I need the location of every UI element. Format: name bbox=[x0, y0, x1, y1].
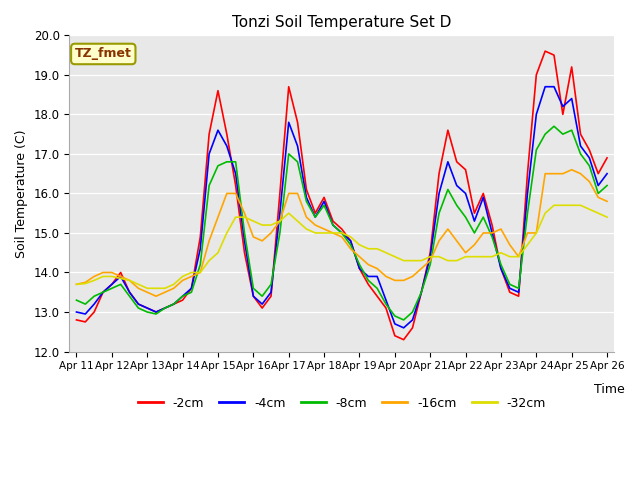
-2cm bbox=[550, 52, 558, 58]
Y-axis label: Soil Temperature (C): Soil Temperature (C) bbox=[15, 129, 28, 258]
-4cm bbox=[400, 325, 408, 331]
-8cm bbox=[604, 183, 611, 189]
-8cm bbox=[400, 317, 408, 323]
-8cm bbox=[391, 313, 399, 319]
X-axis label: Time: Time bbox=[595, 383, 625, 396]
-32cm bbox=[541, 210, 549, 216]
-16cm bbox=[72, 281, 80, 287]
Line: -32cm: -32cm bbox=[76, 205, 607, 288]
-32cm bbox=[550, 203, 558, 208]
Title: Tonzi Soil Temperature Set D: Tonzi Soil Temperature Set D bbox=[232, 15, 451, 30]
-4cm bbox=[604, 171, 611, 177]
Text: TZ_fmet: TZ_fmet bbox=[75, 48, 132, 60]
-32cm bbox=[267, 222, 275, 228]
-8cm bbox=[179, 293, 186, 299]
-32cm bbox=[400, 258, 408, 264]
-4cm bbox=[196, 246, 204, 252]
Line: -2cm: -2cm bbox=[76, 51, 607, 340]
-2cm bbox=[400, 337, 408, 343]
-2cm bbox=[179, 297, 186, 303]
-16cm bbox=[364, 262, 372, 267]
-2cm bbox=[259, 305, 266, 311]
-16cm bbox=[188, 274, 195, 279]
-16cm bbox=[541, 171, 549, 177]
Line: -4cm: -4cm bbox=[76, 87, 607, 328]
-8cm bbox=[259, 293, 266, 299]
-2cm bbox=[72, 317, 80, 323]
-4cm bbox=[72, 309, 80, 315]
-8cm bbox=[196, 262, 204, 267]
-32cm bbox=[205, 258, 213, 264]
-2cm bbox=[356, 265, 364, 271]
-4cm bbox=[179, 293, 186, 299]
-2cm bbox=[391, 333, 399, 338]
-4cm bbox=[391, 321, 399, 327]
Line: -16cm: -16cm bbox=[76, 170, 607, 296]
-8cm bbox=[550, 123, 558, 129]
-32cm bbox=[143, 286, 151, 291]
-2cm bbox=[541, 48, 549, 54]
-4cm bbox=[550, 84, 558, 90]
-4cm bbox=[356, 265, 364, 271]
-32cm bbox=[604, 214, 611, 220]
Legend: -2cm, -4cm, -8cm, -16cm, -32cm: -2cm, -4cm, -8cm, -16cm, -32cm bbox=[132, 392, 551, 415]
-4cm bbox=[259, 301, 266, 307]
-2cm bbox=[196, 234, 204, 240]
-16cm bbox=[267, 230, 275, 236]
-32cm bbox=[188, 270, 195, 276]
-8cm bbox=[72, 297, 80, 303]
-16cm bbox=[205, 238, 213, 244]
-16cm bbox=[400, 277, 408, 283]
-16cm bbox=[152, 293, 160, 299]
-8cm bbox=[356, 262, 364, 267]
-16cm bbox=[568, 167, 575, 173]
Line: -8cm: -8cm bbox=[76, 126, 607, 320]
-8cm bbox=[541, 131, 549, 137]
-16cm bbox=[604, 198, 611, 204]
-2cm bbox=[604, 155, 611, 161]
-4cm bbox=[541, 84, 549, 90]
-32cm bbox=[72, 281, 80, 287]
-32cm bbox=[364, 246, 372, 252]
